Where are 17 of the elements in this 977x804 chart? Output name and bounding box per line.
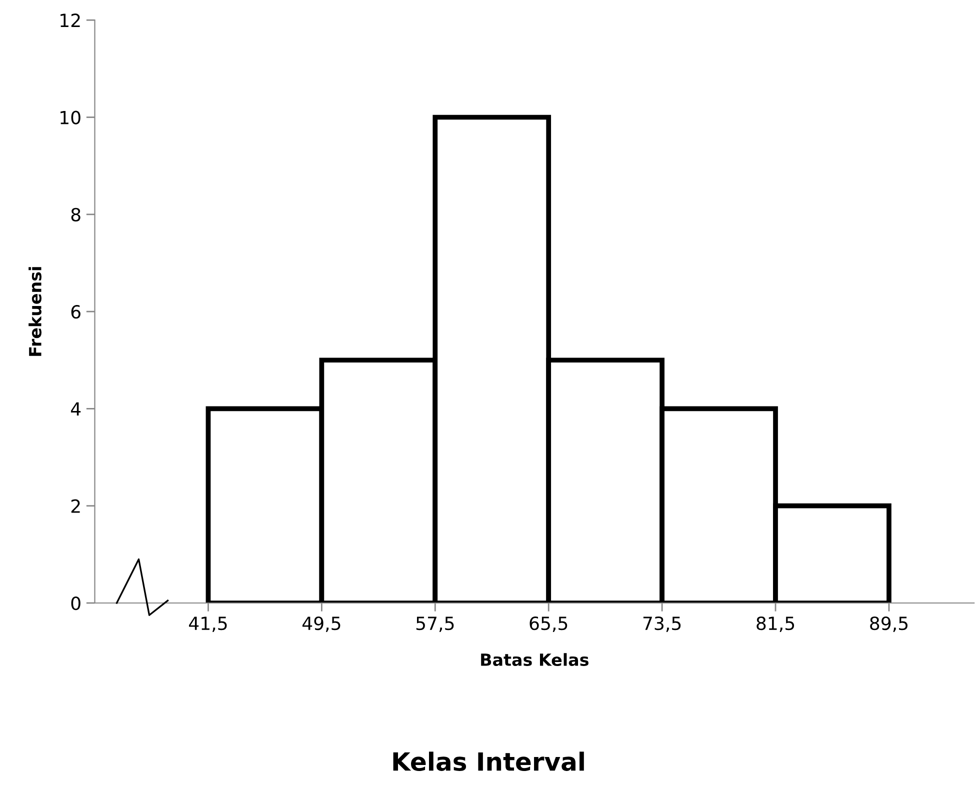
y-tick-label: 6: [71, 305, 80, 319]
x-tick-label: 41,5: [189, 616, 227, 632]
x-tick-label: 49,5: [302, 616, 340, 632]
y-tick-label: 0: [71, 596, 80, 610]
y-axis-title: Frekuensi: [28, 267, 42, 356]
y-tick-label: 4: [70, 402, 81, 416]
y-tick-label: 2: [71, 499, 80, 513]
x-tick-label: 57,5: [416, 616, 454, 632]
y-tick-label: 8: [71, 208, 80, 222]
y-tick-label: 10: [60, 110, 80, 124]
x-tick-label: 73,5: [643, 616, 681, 632]
x-tick-label: 81,5: [756, 616, 794, 632]
y-tick-label: 12: [60, 14, 80, 27]
x-axis-title: Batas Kelas: [481, 653, 588, 666]
text: Kelas Interval: [393, 752, 584, 772]
x-tick-label: 65,5: [530, 616, 568, 632]
x-tick-label: 89,5: [870, 616, 908, 632]
